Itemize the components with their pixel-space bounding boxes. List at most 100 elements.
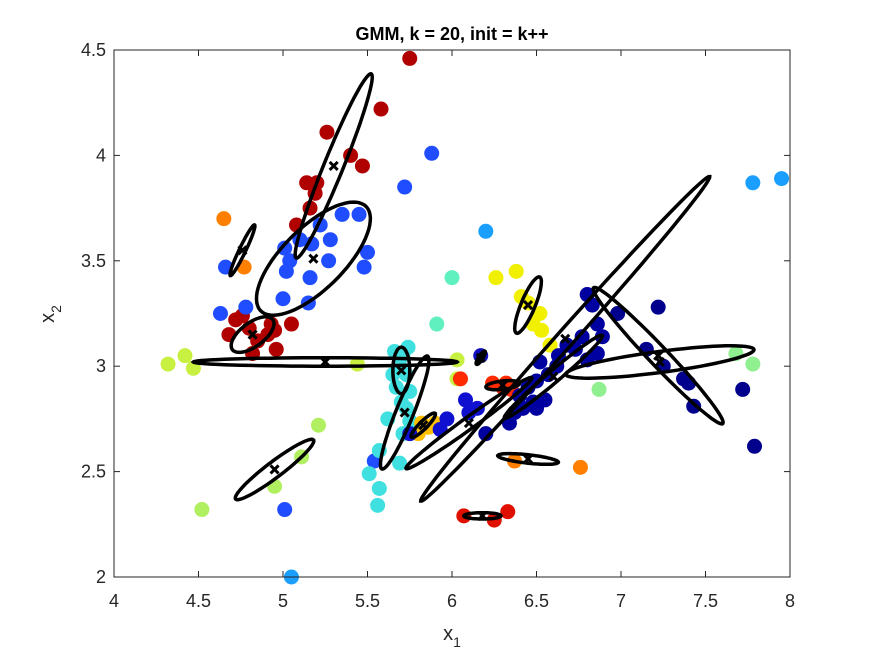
data-point (277, 502, 293, 518)
data-point (370, 497, 386, 513)
data-point (610, 306, 626, 321)
data-point (478, 223, 494, 239)
y-tick-label: 4 (96, 145, 106, 165)
data-point (278, 263, 294, 279)
gaussian-ellipse (233, 437, 316, 502)
y-tick-label: 3 (96, 356, 106, 376)
data-point (444, 270, 460, 286)
data-point (160, 356, 176, 372)
gaussian-ellipse (228, 223, 257, 278)
data-point (275, 291, 291, 307)
x-ticks: 4 4.5 5 5.5 6 6.5 7 7.5 8 (109, 50, 795, 611)
data-point (177, 348, 193, 364)
gaussian-ellipse (254, 200, 373, 318)
data-point (319, 124, 335, 140)
cluster-center-marker (247, 329, 258, 340)
data-point (397, 179, 413, 195)
cluster-center-marker (328, 160, 339, 172)
data-point (452, 371, 468, 387)
gaussian-ellipse (591, 285, 725, 426)
data-point (488, 270, 504, 286)
data-point (650, 299, 666, 315)
y-tick-label: 2 (96, 567, 106, 587)
gaussian-ellipse (563, 344, 756, 380)
ellipses-layer (190, 71, 756, 521)
cluster-center-marker (399, 407, 410, 418)
x-tick-label: 6.5 (524, 591, 549, 611)
data-point (458, 392, 474, 408)
cluster-center-marker (475, 352, 486, 363)
data-point (534, 322, 550, 338)
x-tick-label: 7 (616, 591, 626, 611)
cluster-center-marker (320, 356, 331, 368)
x-tick-label: 5 (278, 591, 288, 611)
cluster-center-marker (396, 365, 407, 376)
data-point (429, 316, 445, 332)
data-point (500, 504, 516, 520)
data-point (745, 175, 761, 191)
gaussian-ellipse (418, 174, 712, 503)
cluster-center-marker (269, 464, 280, 475)
cluster-center-marker (522, 300, 534, 311)
data-point (529, 400, 544, 416)
x-axis-label: x1 (443, 623, 461, 650)
data-point (334, 206, 350, 222)
gaussian-ellipse (512, 275, 544, 336)
gaussian-ellipse (461, 510, 503, 521)
gaussian-ellipse (404, 375, 534, 471)
cluster-center-marker (308, 253, 319, 264)
y-axis-label: x2 (37, 305, 64, 323)
cluster-center-marker (522, 453, 534, 465)
data-point (478, 426, 494, 442)
data-point (283, 316, 299, 332)
x-tick-label: 8 (785, 591, 795, 611)
data-point (591, 381, 607, 397)
gaussian-ellipse (495, 451, 561, 467)
cluster-center-marker (560, 333, 571, 344)
gaussian-ellipse (293, 71, 374, 260)
data-point (354, 158, 370, 174)
data-point (424, 145, 440, 161)
data-point (304, 236, 320, 252)
data-point (572, 459, 588, 475)
data-point (268, 341, 284, 357)
data-point (735, 381, 751, 397)
data-point (360, 244, 375, 260)
x-tick-label: 4 (109, 591, 119, 611)
cluster-center-marker (237, 245, 248, 256)
data-point (774, 171, 790, 187)
cluster-center-marker (477, 510, 488, 521)
y-tick-label: 2.5 (81, 462, 106, 482)
data-point (747, 438, 763, 454)
x-tick-label: 6 (447, 591, 457, 611)
data-point (356, 259, 372, 275)
x-tick-label: 7.5 (693, 591, 718, 611)
centers-layer (237, 160, 665, 521)
gaussian-ellipse (190, 356, 460, 368)
y-tick-label: 3.5 (81, 251, 106, 271)
data-point (194, 502, 210, 518)
cluster-center-marker (653, 350, 664, 361)
cluster-center-marker (463, 418, 474, 429)
gaussian-ellipse (378, 354, 431, 471)
data-point (321, 253, 337, 269)
y-ticks: 2 2.5 3 3.5 4 4.5 (81, 40, 790, 587)
gaussian-ellipse (229, 315, 276, 355)
gaussian-ellipse (409, 411, 438, 440)
data-point (373, 101, 389, 117)
data-point (574, 329, 590, 345)
cluster-center-marker (418, 420, 429, 431)
data-point (392, 455, 408, 471)
data-point (277, 240, 293, 256)
chart-title: GMM, k = 20, init = k++ (355, 24, 548, 44)
data-point (439, 411, 455, 427)
data-point (238, 299, 254, 315)
data-point (310, 417, 326, 433)
data-point (216, 211, 232, 227)
data-point (745, 356, 761, 372)
data-point (402, 50, 418, 66)
y-tick-label: 4.5 (81, 40, 106, 60)
data-point (212, 306, 228, 321)
cluster-center-marker (654, 356, 665, 368)
